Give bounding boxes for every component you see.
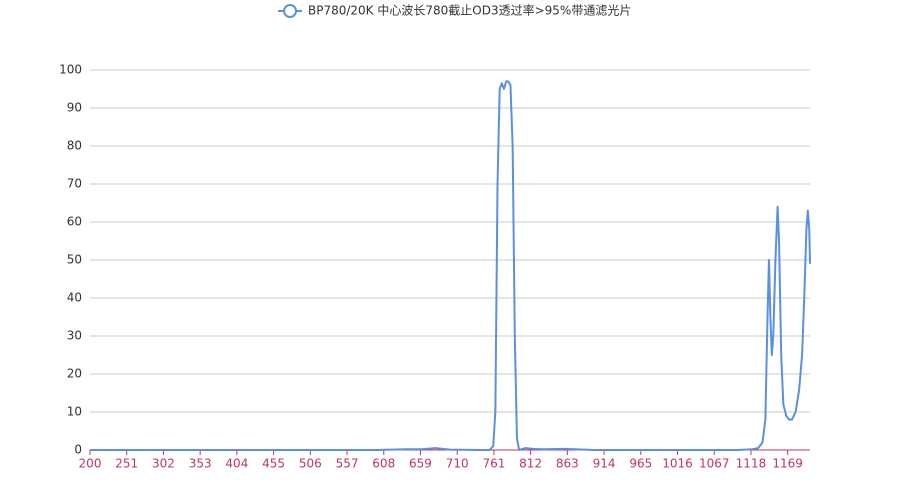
x-tick-label: 557 [336,457,359,471]
y-tick-label: 10 [67,405,82,419]
x-tick-label: 455 [262,457,285,471]
y-tick-label: 20 [67,367,82,381]
x-tick-label: 506 [299,457,322,471]
x-tick-label: 608 [372,457,395,471]
y-tick-label: 100 [59,63,82,77]
x-tick-label: 863 [556,457,579,471]
x-tick-label: 914 [593,457,616,471]
y-tick-label: 70 [67,177,82,191]
y-tick-label: 30 [67,329,82,343]
x-tick-label: 353 [189,457,212,471]
x-tick-label: 710 [446,457,469,471]
y-tick-label: 0 [74,443,82,457]
x-tick-label: 659 [409,457,432,471]
x-tick-label: 251 [115,457,138,471]
series-line [90,80,811,451]
x-tick-label: 404 [225,457,248,471]
legend-symbol [283,4,297,18]
x-tick-label: 1016 [662,457,693,471]
y-tick-label: 50 [67,253,82,267]
y-tick-label: 60 [67,215,82,229]
x-tick-label: 1067 [699,457,730,471]
x-tick-label: 302 [152,457,175,471]
y-tick-label: 90 [67,101,82,115]
x-tick-label: 761 [482,457,505,471]
y-tick-label: 40 [67,291,82,305]
x-tick-label: 200 [79,457,102,471]
legend-label: BP780/20K 中心波长780截止OD3透过率>95%带通滤光片 [308,3,631,18]
x-tick-label: 1118 [736,457,767,471]
y-tick-label: 80 [67,139,82,153]
x-tick-label: 812 [519,457,542,471]
x-tick-label: 1169 [772,457,803,471]
legend[interactable]: BP780/20K 中心波长780截止OD3透过率>95%带通滤光片 [278,3,631,18]
x-tick-label: 965 [629,457,652,471]
